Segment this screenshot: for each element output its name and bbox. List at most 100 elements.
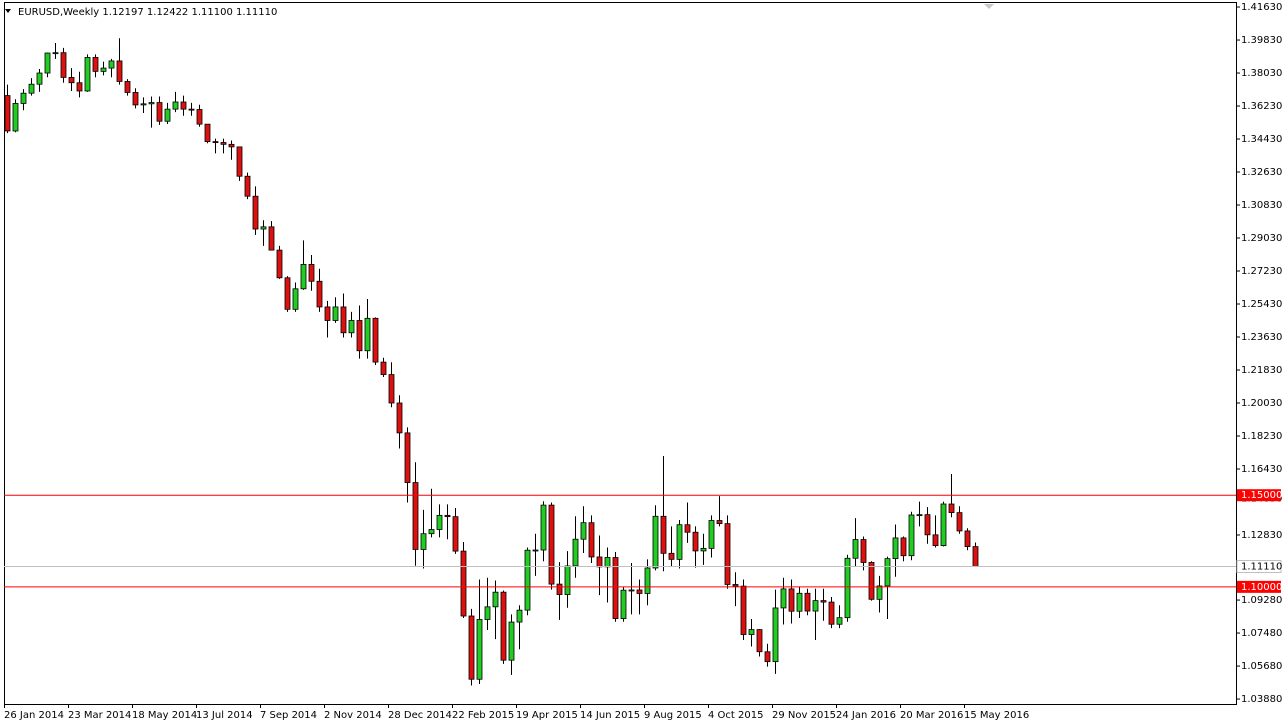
candle-body [756,629,763,653]
candle-body [652,515,659,569]
candle-body [540,504,547,551]
candle-body [260,226,267,230]
candle-body [428,529,435,535]
x-tick-label: 7 Sep 2014 [260,710,317,721]
candle-body [900,537,907,557]
y-tick-label: 1.21830 [1241,365,1282,376]
candle-body [84,57,91,92]
candle-body [276,249,283,279]
candle-body [740,585,747,635]
candle-body [116,60,123,82]
y-tick-label: 1.07480 [1241,628,1282,639]
candle-body [564,565,571,595]
candle-body [700,547,707,552]
candle-body [12,103,19,132]
candle-body [924,514,931,536]
candle-body [196,109,203,125]
x-tick-label: 14 Jun 2015 [580,710,640,721]
candle-body [612,557,619,619]
y-tick-label: 1.03880 [1241,694,1282,705]
candle-body [956,512,963,532]
candle-body [860,539,867,563]
candle-body [500,591,507,661]
candle-body [716,520,723,525]
candle-body [356,320,363,352]
candle-body [388,374,395,404]
level-label: 1.15000 [1241,490,1282,501]
candle-body [668,552,675,560]
candle-body [292,288,299,310]
plot-frame [4,2,1237,705]
candle-body [556,583,563,595]
candle-body [660,515,667,554]
candle-body [484,606,491,620]
candle-body [676,524,683,560]
candle-body [604,557,611,568]
candle-body [364,317,371,352]
x-tick-label: 23 Mar 2014 [68,710,131,721]
candle-body [308,264,315,282]
x-tick-label: 4 Oct 2015 [708,710,763,721]
level-label: 1.10000 [1241,582,1282,593]
candle-body [92,57,99,72]
x-tick-label: 24 Jan 2016 [836,710,896,721]
y-tick-label: 1.12830 [1241,530,1282,541]
candle-body [684,524,691,533]
candle-body [372,317,379,363]
x-tick-label: 19 Apr 2015 [516,710,578,721]
candle-body [788,588,795,612]
candle-body [44,52,51,74]
candle-body [420,533,427,550]
candle-body [516,609,523,623]
candle-body [748,629,755,635]
current-price-label: 1.11110 [1241,562,1282,573]
candle-body [828,601,835,625]
candle-body [148,102,155,105]
x-tick-label: 18 May 2014 [132,710,197,721]
candle-body [492,591,499,608]
y-tick-label: 1.23630 [1241,332,1282,343]
candle-body [164,108,171,122]
candle-body [876,585,883,600]
candle-body [772,607,779,663]
y-tick-label: 1.32630 [1241,167,1282,178]
candle-body [52,52,59,55]
candle-body [636,589,643,594]
y-tick-label: 1.09280 [1241,595,1282,606]
candle-body [60,52,67,78]
candle-body [156,102,163,122]
candle-body [732,584,739,587]
candle-body [836,617,843,625]
candle-body [124,81,131,93]
menu-arrow[interactable] [5,9,11,13]
candle-body [884,558,891,587]
candle-body [404,432,411,483]
candle-body [220,142,227,145]
candle-body [436,514,443,530]
candle-body [460,550,467,617]
candle-body [548,504,555,585]
candle-body [620,589,627,619]
candle-body [820,600,827,603]
x-tick-label: 28 Dec 2014 [388,710,452,721]
candle-body [812,600,819,612]
candle-body [724,523,731,585]
candle-body [572,538,579,567]
candle-body [76,82,83,92]
candle-body [180,101,187,110]
candle-body [108,60,115,69]
candle-body [804,592,811,612]
candle-body [764,651,771,663]
candle-body [132,92,139,106]
y-tick-label: 1.30830 [1241,200,1282,211]
x-tick-label: 20 Mar 2016 [900,710,963,721]
candle-body [692,531,699,552]
candle-body [508,621,515,661]
candle-body [444,514,451,518]
x-tick-label: 2 Nov 2014 [324,710,382,721]
candle-body [916,514,923,517]
candle-body [972,546,979,567]
candle-body [212,141,219,143]
